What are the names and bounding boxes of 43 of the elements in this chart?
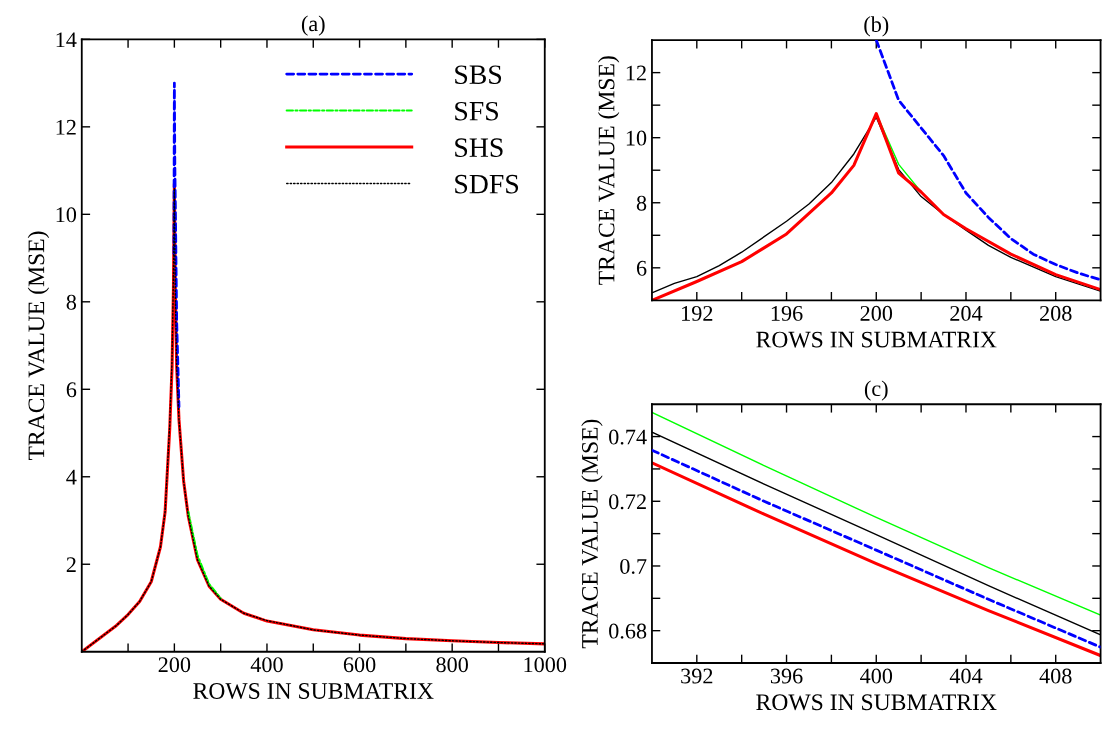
x-tick-label: 800: [436, 657, 468, 673]
y-axis-title: TRACE VALUE (MSE): [581, 419, 603, 649]
x-tick-label: 396: [770, 668, 803, 684]
x-tick-label: 192: [682, 305, 713, 321]
y-tick-label: 2: [66, 557, 76, 572]
x-tick-label: 600: [343, 657, 376, 673]
y-axis-title: TRACE VALUE (MSE): [597, 56, 620, 285]
x-tick-label: 200: [860, 305, 893, 321]
y-tick-label: 4: [66, 469, 77, 485]
x-tick-label: 208: [1040, 305, 1072, 321]
y-tick-label: 12: [56, 119, 76, 135]
y-tick-label: 0.68: [609, 623, 647, 639]
y-tick-label: 0.7: [620, 558, 647, 574]
x-tick-label: 408: [1039, 668, 1072, 684]
x-tick-label: 392: [681, 668, 713, 684]
y-tick-label: 14: [56, 32, 77, 48]
y-tick-label: 6: [636, 260, 647, 276]
x-tick-label: 400: [860, 668, 893, 684]
chart-title: (c): [864, 380, 888, 401]
x-tick-label: 200: [158, 657, 191, 673]
chart-title: (a): [301, 15, 325, 36]
legend-label: SHS: [455, 138, 503, 158]
x-tick-label: 404: [949, 668, 983, 684]
y-tick-label: 12: [626, 65, 646, 81]
legend-label: SFS: [455, 101, 498, 121]
x-axis-title: ROWS IN SUBMATRIX: [193, 683, 434, 700]
x-tick-label: 400: [250, 657, 283, 673]
y-tick-label: 10: [626, 130, 647, 146]
y-tick-label: 0.72: [609, 494, 646, 510]
y-axis-title: TRACE VALUE (MSE): [27, 231, 50, 461]
x-axis-title: ROWS IN SUBMATRIX: [756, 694, 997, 711]
y-tick-label: 8: [636, 195, 647, 211]
x-axis-title: ROWS IN SUBMATRIX: [756, 331, 997, 348]
x-tick-label: 204: [950, 305, 983, 321]
x-tick-label: 1000: [524, 657, 567, 673]
y-tick-label: 6: [66, 382, 77, 398]
y-tick-label: 0.74: [609, 429, 647, 445]
x-tick-label: 196: [771, 305, 803, 321]
y-tick-label: 10: [56, 207, 77, 223]
legend-label: SDFS: [455, 174, 519, 194]
legend-label: SBS: [455, 65, 502, 85]
y-tick-label: 8: [66, 294, 77, 310]
chart-title: (b): [864, 16, 889, 37]
